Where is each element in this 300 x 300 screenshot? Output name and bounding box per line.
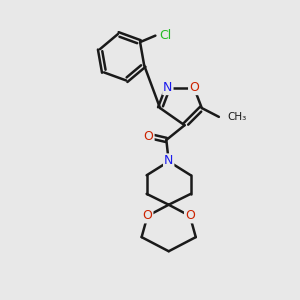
Text: N: N: [164, 154, 173, 167]
Text: N: N: [163, 81, 172, 94]
Text: Cl: Cl: [159, 28, 171, 41]
Text: CH₃: CH₃: [227, 112, 246, 122]
Text: O: O: [189, 81, 199, 94]
Text: O: O: [142, 209, 152, 222]
Text: O: O: [144, 130, 154, 143]
Text: O: O: [185, 209, 195, 222]
